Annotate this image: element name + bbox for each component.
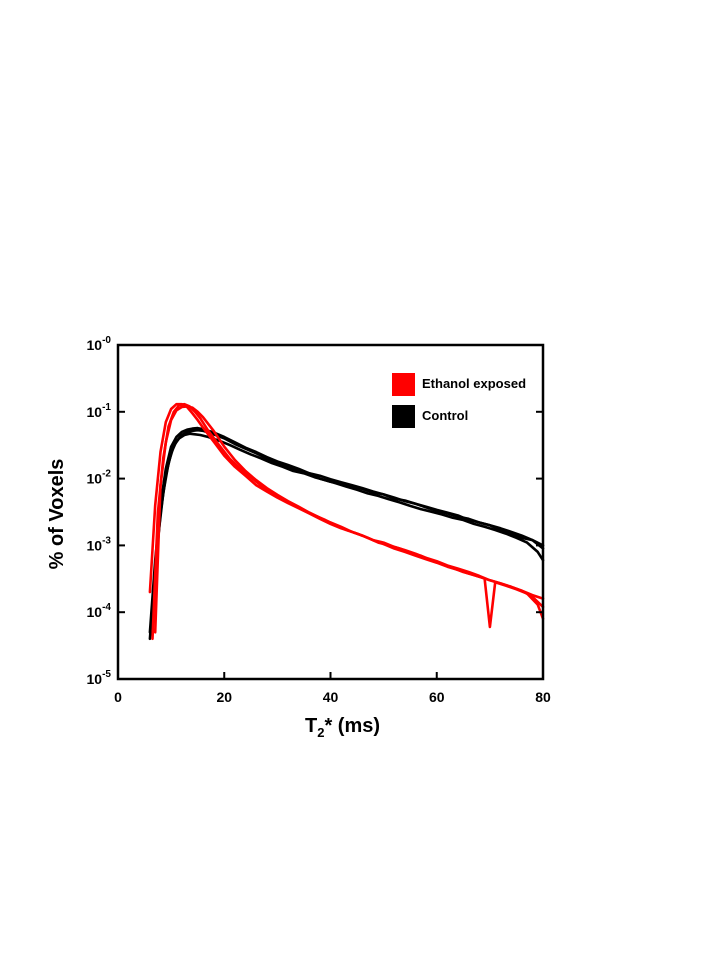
plot-frame <box>116 343 545 681</box>
y-axis-title: % of Voxels <box>46 459 68 570</box>
x-axis-title-subscript: 2 <box>317 725 324 740</box>
y-tick-label: 10-3 <box>87 535 112 553</box>
y-axis: 10-0 10-1 10-2 10-3 10-4 10-5 <box>87 335 543 687</box>
series-line-control-1 <box>148 428 545 641</box>
x-tick-label: 0 <box>114 689 122 705</box>
series-line-control-2 <box>148 426 545 634</box>
x-tick-label: 80 <box>535 689 551 705</box>
x-axis-title: T2* (ms) <box>305 715 380 740</box>
y-tick-label: 10-4 <box>87 602 112 620</box>
legend-swatch-ethanol-exposed <box>392 373 415 396</box>
y-tick-label: 10-0 <box>87 335 112 353</box>
x-axis-title-base: T <box>305 715 317 737</box>
legend-swatch-control <box>392 405 415 428</box>
x-axis: 0 20 40 60 80 <box>114 672 551 705</box>
series-line-control-3 <box>151 432 545 614</box>
x-tick-label: 60 <box>429 689 445 705</box>
legend: Ethanol exposed Control <box>392 373 526 428</box>
legend-label-ethanol-exposed: Ethanol exposed <box>422 376 526 391</box>
x-tick-label: 20 <box>216 689 232 705</box>
legend-label-control: Control <box>422 408 468 423</box>
y-tick-label: 10-1 <box>87 402 112 420</box>
y-tick-label: 10-5 <box>87 669 112 687</box>
y-tick-label: 10-2 <box>87 469 112 487</box>
x-axis-title-rest: * (ms) <box>324 715 380 737</box>
plot-lines <box>148 402 545 641</box>
series-line-ethanol-exposed-6 <box>153 405 545 634</box>
x-tick-label: 40 <box>323 689 339 705</box>
